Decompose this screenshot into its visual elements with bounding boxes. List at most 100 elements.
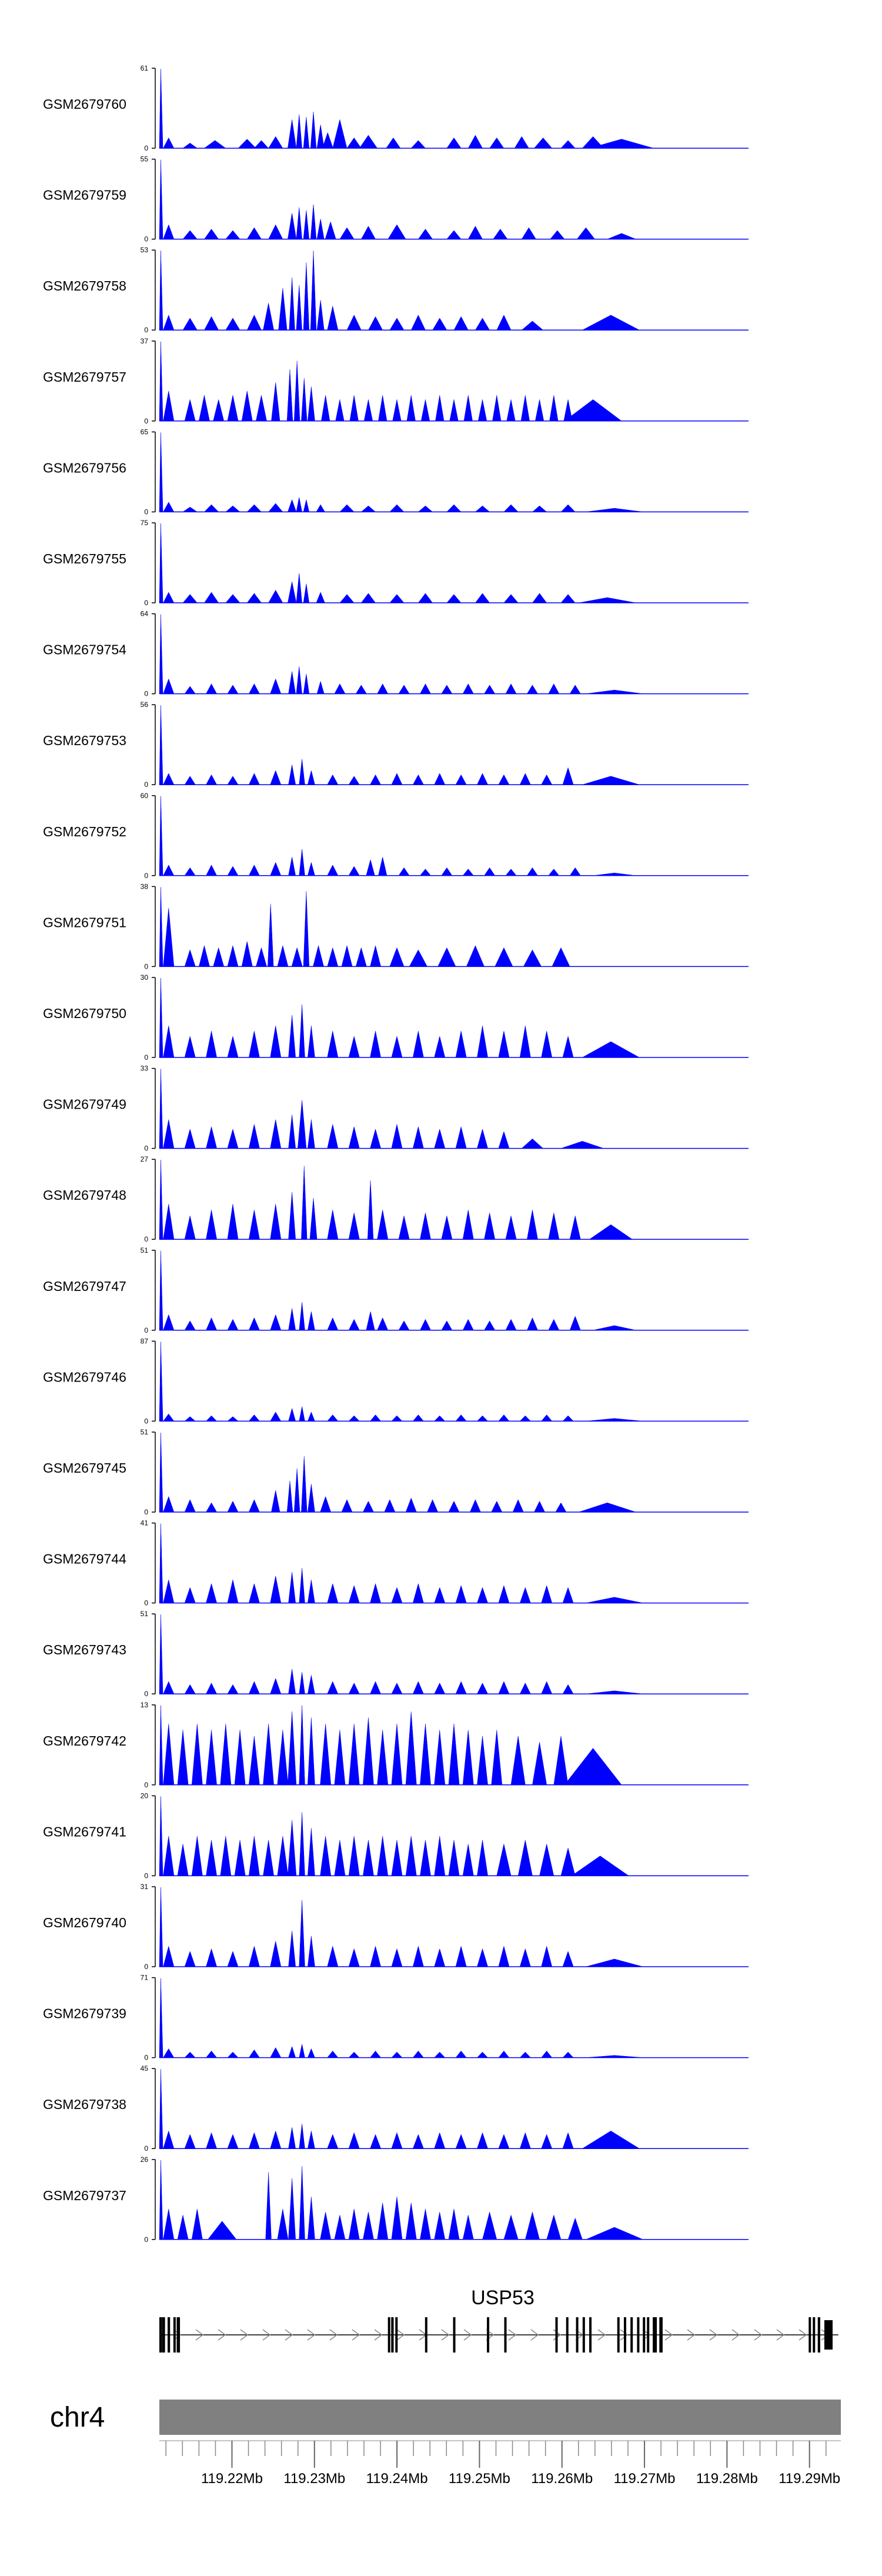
coverage-peak — [607, 233, 636, 239]
coverage-peak — [316, 680, 325, 694]
exon — [159, 2317, 162, 2353]
y-min-label: 0 — [144, 508, 148, 516]
coverage-peak — [288, 1015, 296, 1058]
strand-arrow — [664, 2329, 673, 2341]
coverage-peak — [163, 1496, 175, 1513]
coverage-peak — [417, 505, 433, 512]
sample-label: GSM2679742 — [43, 1733, 126, 1749]
coverage-peak — [303, 499, 310, 512]
coverage-peak — [241, 391, 253, 422]
coverage-peak — [492, 395, 502, 422]
coverage-peak — [163, 1314, 175, 1331]
coverage-peak — [227, 685, 239, 694]
coverage-peak — [355, 947, 367, 967]
coverage-peak — [462, 2215, 474, 2240]
coverage-peak — [299, 759, 305, 785]
coverage-peak — [462, 1210, 474, 1240]
coverage-peak — [564, 399, 622, 422]
y-max-label: 20 — [141, 1791, 149, 1800]
coverage-peak — [248, 1836, 260, 1876]
coverage-peak — [387, 224, 406, 239]
genome-axis: 119.22Mb 119.23Mb 119.24Mb 119.25Mb 119.26Mb… — [159, 2440, 841, 2487]
exon — [162, 2317, 165, 2353]
exon — [589, 2317, 592, 2353]
coverage-peak — [546, 2214, 562, 2240]
coverage-peak — [370, 945, 381, 967]
y-min-label: 0 — [144, 2144, 148, 2153]
y-max-label: 71 — [141, 1974, 149, 1982]
coverage-peak — [206, 1502, 218, 1513]
coverage-peak — [206, 683, 218, 694]
coverage-peak — [526, 685, 538, 694]
coverage-peak — [163, 865, 175, 876]
coverage-peak — [288, 1407, 296, 1422]
coverage-peak — [248, 865, 260, 876]
coverage-peak — [553, 1736, 569, 1786]
coverage-peak — [412, 774, 424, 785]
coverage-peak — [519, 2051, 531, 2058]
coverage-peak — [277, 945, 289, 967]
sample-label: GSM2679745 — [43, 1460, 126, 1476]
coverage-peak — [541, 774, 553, 785]
coverage-peak — [348, 1319, 360, 1331]
coverage-peak — [586, 690, 643, 694]
exon — [391, 2317, 394, 2353]
coverage-peak — [270, 1025, 282, 1058]
coverage-peak — [288, 857, 296, 876]
coverage-peak — [227, 1036, 239, 1058]
coverage-peak — [163, 314, 175, 331]
coverage-peak — [298, 1100, 307, 1149]
coverage-peak — [206, 1317, 218, 1331]
coverage-peak — [206, 1030, 217, 1058]
coverage-peak — [205, 1415, 218, 1422]
coverage-peak — [410, 140, 426, 149]
coverage-peak — [455, 2134, 467, 2149]
coverage-peak — [398, 1320, 410, 1331]
coverage-peak — [412, 1126, 424, 1149]
coverage-track: GSM2679740 31 0 — [43, 1883, 749, 1971]
sample-label: GSM2679741 — [43, 1824, 126, 1839]
coverage-peak — [389, 947, 405, 967]
coverage-peak — [182, 594, 198, 603]
coverage-peak — [159, 977, 163, 1058]
coverage-peak — [467, 225, 483, 239]
coverage-peak — [159, 251, 163, 331]
coverage-peak — [248, 683, 260, 694]
coverage-peak — [363, 1840, 374, 1876]
coverage-peak — [270, 1941, 282, 1967]
sample-label: GSM2679737 — [43, 2188, 126, 2203]
y-max-label: 60 — [141, 792, 149, 800]
sample-label: GSM2679757 — [43, 369, 126, 385]
coverage-peak — [419, 869, 432, 876]
coverage-peak — [384, 1499, 396, 1513]
coverage-peak — [386, 137, 401, 149]
coverage-peak — [177, 2215, 189, 2240]
y-max-label: 51 — [141, 1246, 149, 1254]
coverage-peak — [523, 949, 542, 967]
coverage-peak — [593, 873, 636, 876]
coverage-peak — [593, 1325, 636, 1331]
coverage-peak — [434, 1948, 446, 1967]
coverage-peak — [519, 1587, 531, 1603]
coverage-peak — [412, 1583, 424, 1603]
coverage-peak — [477, 1683, 489, 1694]
coverage-peak — [455, 1126, 467, 1149]
coverage-peak — [159, 1978, 163, 2058]
coverage-peak — [391, 773, 403, 785]
coverage-peak — [412, 1414, 424, 1422]
coverage-peak — [288, 671, 296, 694]
coverage-peak — [206, 1126, 217, 1149]
coverage-peak — [334, 2215, 346, 2240]
coverage-peak — [299, 1812, 305, 1876]
sample-label: GSM2679739 — [43, 2006, 126, 2021]
coverage-peak — [246, 227, 262, 239]
coverage-peak — [227, 1319, 239, 1331]
strand-arrow — [307, 2329, 316, 2341]
coverage-peak — [389, 594, 405, 603]
exon — [173, 2317, 176, 2353]
coverage-peak — [532, 505, 547, 512]
coverage-peak — [308, 1311, 315, 1331]
coverage-peak — [286, 369, 293, 422]
coverage-peak — [294, 361, 300, 422]
coverage-peak — [484, 1320, 496, 1331]
